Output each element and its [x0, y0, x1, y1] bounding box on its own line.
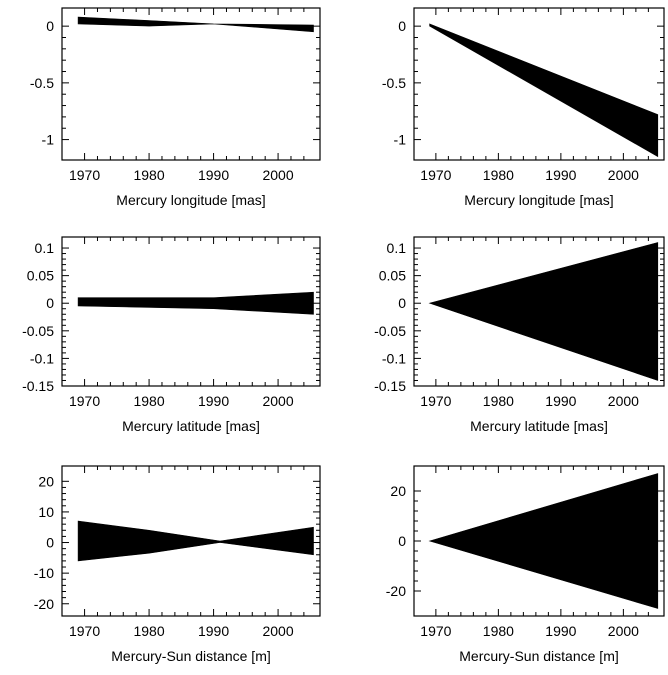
x-tick-label: 1990 [545, 623, 576, 639]
chart-panel-4: 1970 1980 1990 2000 0.1 0.05 0 -0.05 -0.1 -0.15 Me… [374, 236, 665, 434]
x-tick-label: 1970 [69, 623, 100, 639]
y-tick-label: -20 [386, 583, 406, 599]
x-tick-label: 1970 [420, 623, 451, 639]
y-tick-label: 0.1 [35, 240, 55, 256]
y-tick-label: 20 [38, 473, 54, 489]
x-tick-label: 1990 [198, 393, 229, 409]
y-tick-label: -10 [34, 565, 54, 581]
plot-frame [61, 7, 321, 161]
x-axis-label: Mercury-Sun distance [m] [459, 648, 619, 664]
x-tick-label: 1990 [198, 623, 229, 639]
x-tick-label: 2000 [262, 623, 293, 639]
chart-panel-1: 1970 1980 1990 2000 0 -0.5 -1 Mercury longitude… [30, 7, 321, 208]
y-tick-label: 0 [46, 535, 54, 551]
y-tick-label: 0.05 [379, 268, 406, 284]
y-tick-label: -1 [394, 132, 407, 148]
x-axis-label: Mercury-Sun distance [m] [111, 648, 271, 664]
plot-frame [413, 236, 665, 387]
x-tick-label: 1980 [483, 393, 514, 409]
x-tick-label: 1990 [545, 393, 576, 409]
y-tick-label: 0.05 [27, 268, 54, 284]
x-tick-label: 2000 [608, 623, 639, 639]
residual-band [77, 291, 314, 315]
y-tick-label: -0.1 [30, 350, 54, 366]
y-tick-label: 0 [398, 295, 406, 311]
y-tick-label: -1 [42, 132, 55, 148]
x-tick-label: 2000 [262, 393, 293, 409]
residual-band [77, 16, 314, 33]
y-tick-label: -0.15 [374, 378, 406, 394]
residual-band [428, 473, 659, 609]
y-tick-label: -20 [34, 596, 54, 612]
x-tick-label: 1970 [420, 167, 451, 183]
residual-band [428, 242, 659, 381]
y-tick-label: 0 [46, 18, 54, 34]
plot-frame [61, 465, 321, 617]
y-tick-label: 20 [390, 483, 406, 499]
x-tick-label: 1970 [69, 393, 100, 409]
y-tick-label: -0.5 [30, 75, 54, 91]
x-tick-label: 1980 [133, 393, 164, 409]
y-tick-label: -0.05 [374, 323, 406, 339]
y-tick-label: -0.5 [382, 75, 406, 91]
x-tick-label: 1980 [483, 167, 514, 183]
x-tick-label: 2000 [608, 393, 639, 409]
plot-frame [61, 236, 321, 387]
x-tick-label: 1980 [483, 623, 514, 639]
y-tick-label: 0 [46, 295, 54, 311]
x-axis-label: Mercury longitude [mas] [464, 192, 613, 208]
x-axis-label: Mercury latitude [mas] [470, 418, 608, 434]
residual-band [77, 520, 314, 562]
x-tick-label: 1990 [198, 167, 229, 183]
chart-panel-6: 1970 1980 1990 2000 20 0 -20 Mercury-Sun distan… [386, 465, 665, 664]
x-tick-label: 1980 [133, 623, 164, 639]
x-axis-label: Mercury latitude [mas] [122, 418, 260, 434]
y-tick-label: 0 [398, 533, 406, 549]
y-tick-label: -0.15 [22, 378, 54, 394]
residual-band [429, 23, 659, 158]
x-tick-label: 1980 [133, 167, 164, 183]
x-axis-label: Mercury longitude [mas] [116, 192, 265, 208]
y-tick-label: -0.05 [22, 323, 54, 339]
x-tick-label: 1970 [420, 393, 451, 409]
plot-frame [413, 7, 665, 161]
y-tick-label: 0 [398, 18, 406, 34]
x-tick-label: 2000 [262, 167, 293, 183]
x-tick-label: 1990 [545, 167, 576, 183]
x-tick-label: 1970 [69, 167, 100, 183]
chart-panel-2: 1970 1980 1990 2000 0 -0.5 -1 Mercury longitude… [382, 7, 665, 208]
chart-panel-3: 1970 1980 1990 2000 0.1 0.05 0 -0.05 -0.1 -0.15 Me… [22, 236, 321, 434]
y-tick-label: 10 [38, 504, 54, 520]
y-tick-label: -0.1 [382, 350, 406, 366]
x-tick-label: 2000 [608, 167, 639, 183]
y-tick-label: 0.1 [387, 240, 407, 256]
